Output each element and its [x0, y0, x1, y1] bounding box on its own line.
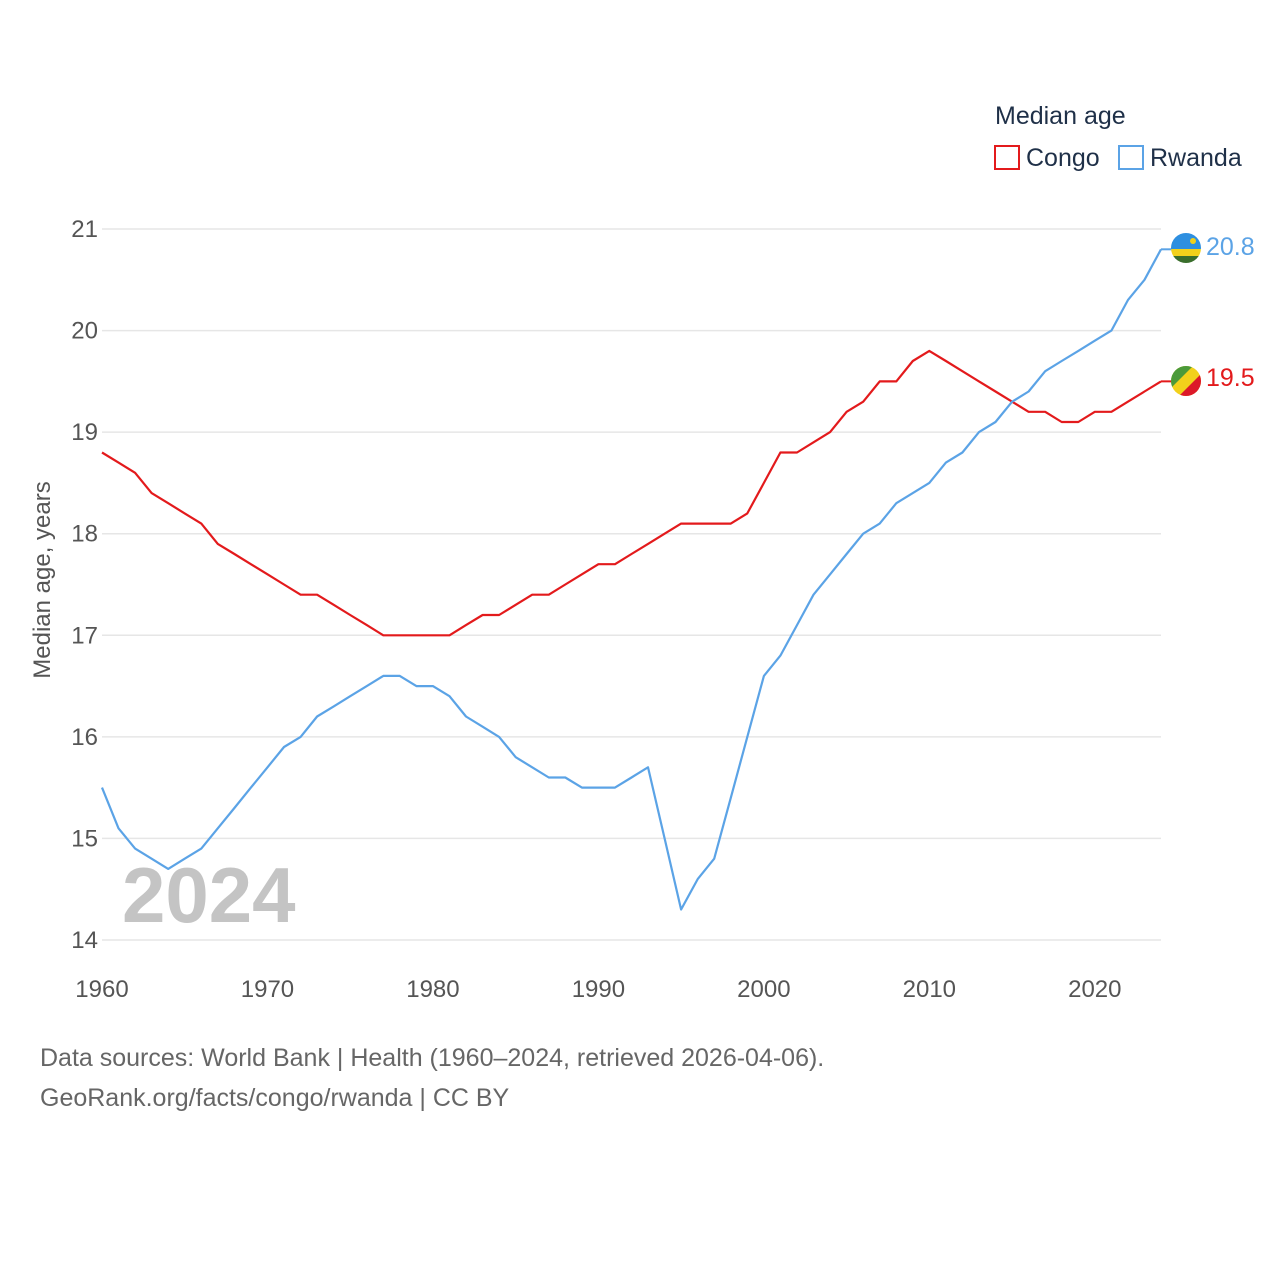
- x-tick-label: 2020: [1068, 976, 1121, 1003]
- series-lines: [100, 248, 1172, 911]
- x-tick-label: 1970: [241, 976, 294, 1003]
- rwanda-flag-icon: [1171, 233, 1201, 263]
- y-tick-label: 18: [71, 521, 98, 548]
- legend-title: Median age: [995, 102, 1126, 130]
- legend-label-rwanda[interactable]: Rwanda: [1150, 144, 1242, 172]
- x-tick-label: 1960: [75, 976, 128, 1003]
- y-axis-ticks: 14 15 16 17 18 19 20 21: [71, 216, 98, 954]
- series-line-congo[interactable]: [101, 349, 1162, 637]
- x-tick-label: 2000: [737, 976, 790, 1003]
- y-tick-label: 20: [71, 318, 98, 345]
- legend: Median age Congo Rwanda: [994, 102, 1242, 172]
- legend-label-congo[interactable]: Congo: [1026, 144, 1100, 172]
- y-tick-label: 17: [71, 622, 98, 649]
- x-tick-label: 2010: [903, 976, 956, 1003]
- y-tick-label: 19: [71, 419, 98, 446]
- source-url: GeoRank.org/facts/congo/rwanda | CC BY: [40, 1084, 510, 1112]
- end-label-congo: 19.5: [1206, 364, 1255, 392]
- grid-lines: [102, 228, 1161, 941]
- source-attribution: Data sources: World Bank | Health (1960–…: [40, 1044, 825, 1072]
- legend-swatch-rwanda[interactable]: [1118, 145, 1144, 170]
- end-label-rwanda: 20.8: [1206, 233, 1255, 261]
- series-line-rwanda[interactable]: [100, 248, 1162, 911]
- x-axis-ticks: 1960 1970 1980 1990 2000 2010 2020: [75, 976, 1121, 1003]
- y-axis-title: Median age, years: [29, 481, 56, 678]
- legend-swatch-congo[interactable]: [994, 145, 1020, 170]
- y-tick-label: 16: [71, 724, 98, 751]
- y-tick-label: 14: [71, 927, 98, 954]
- congo-flag-icon: [1171, 366, 1201, 396]
- x-tick-label: 1990: [572, 976, 625, 1003]
- y-tick-label: 21: [71, 216, 98, 243]
- x-tick-label: 1980: [406, 976, 459, 1003]
- y-tick-label: 15: [71, 825, 98, 852]
- year-watermark: 2024: [122, 851, 296, 939]
